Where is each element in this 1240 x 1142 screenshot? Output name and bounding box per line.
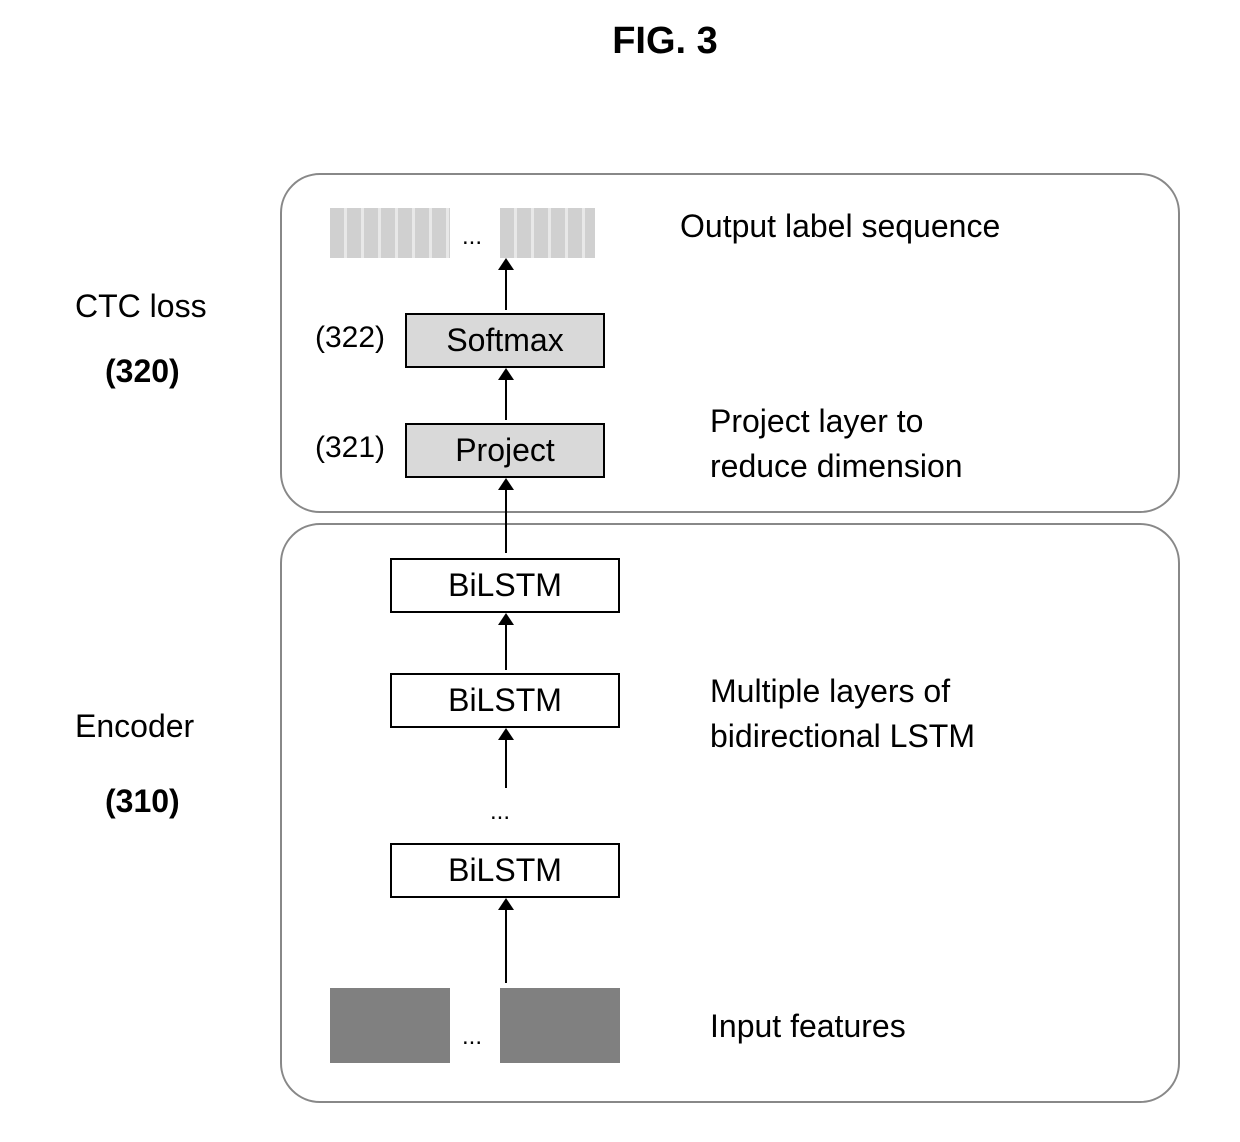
- encoder-label: Encoder: [75, 708, 194, 745]
- bilstm-ellipsis: ...: [490, 798, 510, 826]
- output-label-text: Output label sequence: [680, 208, 1000, 245]
- ctc-loss-label: CTC loss: [75, 288, 207, 325]
- output-ellipsis: ...: [462, 223, 482, 251]
- arrow-input-bilstm3: [505, 908, 507, 983]
- input-features-label: Input features: [710, 1008, 906, 1045]
- project-desc-1: Project layer to: [710, 403, 923, 440]
- encoder-ref: (310): [105, 783, 180, 820]
- arrow-bilstm-project: [505, 488, 507, 553]
- input-feature-2: [500, 988, 620, 1063]
- diagram-container: CTC loss (320) ... Output label sequence…: [20, 93, 1220, 1113]
- output-seq-block-2: [500, 208, 595, 258]
- arrow-ellipsis-bilstm2: [505, 738, 507, 788]
- figure-title: FIG. 3: [110, 20, 1220, 63]
- output-seq-block-1: [330, 208, 450, 258]
- encoder-desc-1: Multiple layers of: [710, 673, 950, 710]
- project-block: Project: [405, 423, 605, 478]
- bilstm-block-top: BiLSTM: [390, 558, 620, 613]
- bilstm-text-3: BiLSTM: [448, 852, 562, 889]
- input-feature-1: [330, 988, 450, 1063]
- bilstm-block-bottom: BiLSTM: [390, 843, 620, 898]
- softmax-ref: (322): [315, 321, 385, 355]
- bilstm-text-1: BiLSTM: [448, 567, 562, 604]
- softmax-block: Softmax: [405, 313, 605, 368]
- arrow-bilstm2-bilstm1: [505, 623, 507, 670]
- project-ref: (321): [315, 431, 385, 465]
- encoder-desc-2: bidirectional LSTM: [710, 718, 975, 755]
- input-ellipsis: ...: [462, 1023, 482, 1051]
- arrow-project-softmax: [505, 378, 507, 420]
- ctc-loss-ref: (320): [105, 353, 180, 390]
- bilstm-block-mid: BiLSTM: [390, 673, 620, 728]
- bilstm-text-2: BiLSTM: [448, 682, 562, 719]
- arrow-softmax-output: [505, 268, 507, 310]
- project-text: Project: [455, 432, 555, 469]
- project-desc-2: reduce dimension: [710, 448, 963, 485]
- softmax-text: Softmax: [446, 322, 563, 359]
